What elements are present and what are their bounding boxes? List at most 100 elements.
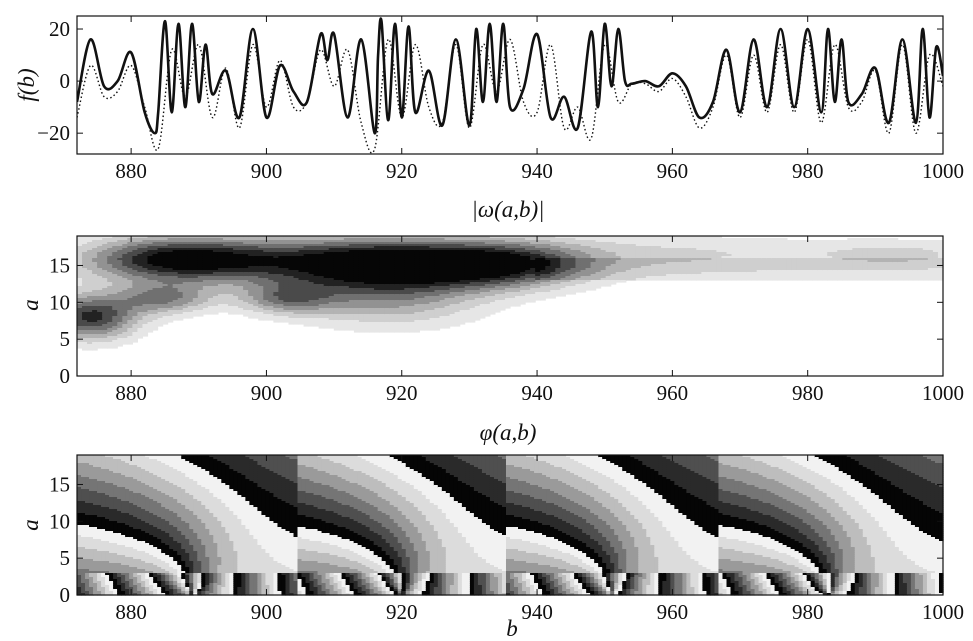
modulus-cell bbox=[238, 248, 244, 251]
modulus-cell bbox=[238, 262, 244, 265]
modulus-cell bbox=[243, 242, 249, 245]
modulus-cell bbox=[122, 260, 128, 263]
modulus-cell bbox=[112, 316, 118, 319]
modulus-cell bbox=[172, 242, 179, 245]
modulus-cell bbox=[167, 318, 174, 321]
modulus-cell bbox=[167, 308, 174, 311]
modulus-cell bbox=[127, 338, 133, 341]
modulus-cell bbox=[147, 326, 154, 329]
modulus-cell bbox=[182, 310, 189, 313]
modulus-cell bbox=[112, 306, 118, 309]
modulus-cell bbox=[102, 324, 108, 327]
modulus-cell bbox=[233, 308, 239, 311]
modulus-cell bbox=[92, 254, 98, 257]
modulus-cell bbox=[112, 302, 118, 305]
modulus-cell bbox=[223, 246, 229, 249]
modulus-cell bbox=[112, 336, 118, 339]
modulus-cell bbox=[107, 276, 113, 279]
modulus-cell bbox=[233, 286, 239, 289]
modulus-cell bbox=[102, 282, 108, 285]
modulus-cell bbox=[167, 314, 174, 317]
modulus-cell bbox=[117, 282, 123, 285]
modulus-cell bbox=[157, 254, 164, 257]
modulus-cell bbox=[107, 298, 113, 301]
modulus-cell bbox=[132, 248, 139, 251]
modulus-cell bbox=[409, 330, 415, 333]
modulus-cell bbox=[92, 240, 98, 243]
modulus-cell bbox=[217, 282, 224, 285]
modulus-cell bbox=[187, 312, 194, 315]
modulus-cell bbox=[202, 252, 209, 255]
modulus-cell bbox=[87, 296, 93, 299]
modulus-cell bbox=[197, 240, 204, 243]
modulus-cell bbox=[515, 304, 521, 307]
modulus-cell bbox=[202, 312, 209, 315]
modulus-cell bbox=[102, 244, 108, 247]
modulus-cell bbox=[202, 282, 209, 285]
modulus-cell bbox=[223, 262, 229, 265]
modulus-cell bbox=[212, 272, 219, 275]
modulus-cell bbox=[132, 336, 139, 339]
modulus-cell bbox=[681, 278, 687, 281]
modulus-cell bbox=[217, 250, 224, 253]
modulus-cell bbox=[197, 244, 204, 247]
modulus-cell bbox=[625, 278, 632, 281]
modulus-cell bbox=[162, 300, 169, 303]
modulus-cell bbox=[107, 274, 113, 277]
modulus-cell bbox=[97, 254, 103, 257]
modulus-cell bbox=[127, 322, 133, 325]
modulus-cell bbox=[167, 306, 174, 309]
modulus-cell bbox=[217, 274, 224, 277]
modulus-cell bbox=[97, 266, 103, 269]
modulus-cell bbox=[87, 322, 93, 325]
modulus-cell bbox=[238, 264, 244, 267]
modulus-cell bbox=[102, 326, 108, 329]
modulus-cell bbox=[102, 338, 108, 341]
modulus-cell bbox=[132, 282, 139, 285]
modulus-cell bbox=[97, 290, 103, 293]
modulus-cell bbox=[87, 306, 93, 309]
modulus-cell bbox=[97, 282, 103, 285]
modulus-cell bbox=[122, 324, 128, 327]
modulus-cell bbox=[92, 268, 98, 271]
modulus-cell bbox=[253, 278, 259, 281]
modulus-cell bbox=[167, 244, 174, 247]
modulus-cell bbox=[530, 300, 536, 303]
modulus-cell bbox=[137, 258, 144, 261]
modulus-cell bbox=[137, 266, 144, 269]
modulus-cell bbox=[197, 252, 204, 255]
modulus-cell bbox=[192, 240, 199, 243]
modulus-cell bbox=[202, 260, 209, 263]
modulus-cell bbox=[87, 318, 93, 321]
modulus-cell bbox=[187, 262, 194, 265]
modulus-cell bbox=[197, 260, 204, 263]
modulus-cell bbox=[77, 248, 83, 251]
modulus-cell bbox=[172, 298, 179, 301]
modulus-cell bbox=[132, 254, 139, 257]
modulus-cell bbox=[112, 312, 118, 315]
modulus-cell bbox=[82, 252, 88, 255]
modulus-cell bbox=[283, 320, 290, 323]
modulus-cell bbox=[92, 266, 98, 269]
modulus-cell bbox=[137, 292, 144, 295]
modulus-cell bbox=[117, 262, 123, 265]
modulus-cell bbox=[212, 306, 219, 309]
modulus-cell bbox=[137, 240, 144, 243]
modulus-cell bbox=[127, 306, 133, 309]
modulus-cell bbox=[228, 304, 234, 307]
modulus-cell bbox=[172, 296, 179, 299]
modulus-cell bbox=[77, 246, 83, 249]
modulus-cell bbox=[97, 292, 103, 295]
modulus-cell bbox=[157, 248, 164, 251]
modulus-cell bbox=[117, 270, 123, 273]
modulus-cell bbox=[87, 266, 93, 269]
modulus-cell bbox=[142, 236, 149, 239]
modulus-cell bbox=[87, 272, 93, 275]
modulus-cell bbox=[97, 308, 103, 311]
modulus-cell bbox=[182, 256, 189, 259]
modulus-cell bbox=[107, 256, 113, 259]
modulus-cell bbox=[122, 294, 128, 297]
modulus-cell bbox=[228, 288, 234, 291]
modulus-cell bbox=[207, 300, 214, 303]
modulus-cell bbox=[197, 242, 204, 245]
